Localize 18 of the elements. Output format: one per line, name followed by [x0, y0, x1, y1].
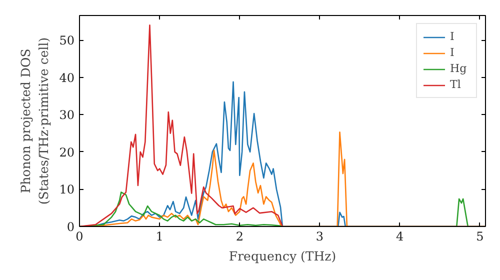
- legend-label: I: [450, 30, 456, 43]
- x-tick-label: 2: [236, 230, 244, 244]
- y-tick-label: 0: [66, 220, 75, 234]
- legend-label: Hg: [450, 62, 468, 75]
- y-tick-label: 40: [59, 70, 75, 85]
- y-tick-label: 50: [59, 34, 75, 48]
- y-tick-label: 10: [59, 182, 75, 197]
- x-tick-label: 4: [396, 230, 404, 244]
- legend-label: Tl: [450, 78, 462, 91]
- y-tick-label: 20: [59, 145, 75, 160]
- legend-label: I: [450, 46, 456, 59]
- y-axis-title: Phonon projected DOS (States/THz·primitive cell): [18, 37, 52, 205]
- x-tick-label: 1: [156, 230, 164, 244]
- x-tick-label: 0: [76, 230, 84, 244]
- x-axis-title: Frequency (THz): [228, 248, 336, 264]
- x-tick-label: 5: [476, 230, 484, 244]
- x-tick-label: 3: [316, 230, 324, 244]
- y-tick-label: 30: [59, 108, 75, 122]
